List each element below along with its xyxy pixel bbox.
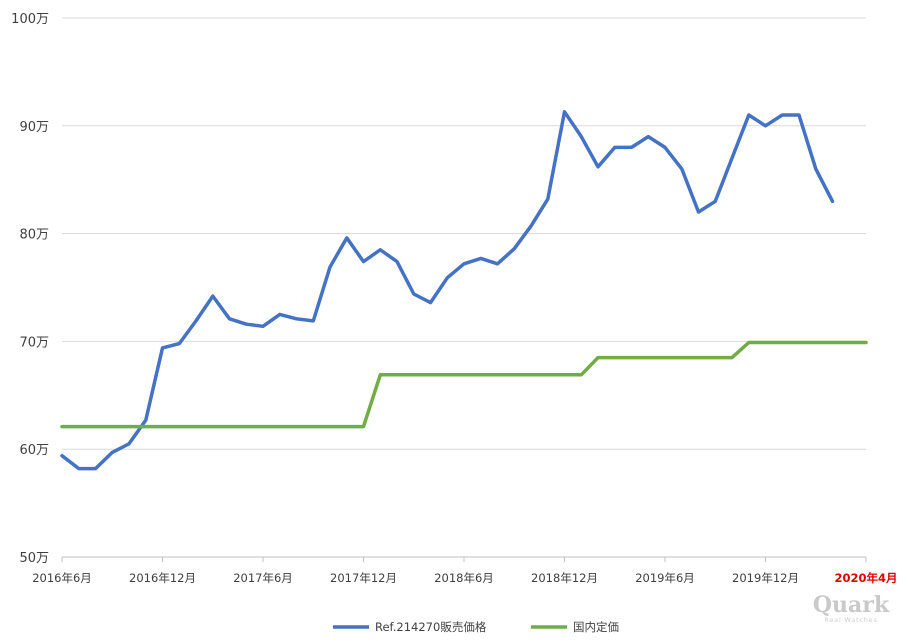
legend-label: Ref.214270販売価格: [375, 620, 487, 634]
watermark-title: Quark: [813, 592, 890, 618]
quark-watermark-logo: Quark Real Watches: [813, 592, 890, 624]
grid-lines: [62, 17, 866, 450]
x-tick-label: 2019年6月: [635, 571, 695, 585]
x-tick-labels: 2016年6月 2016年12月 2017年6月 2017年12月 2018年6月 201…: [32, 571, 897, 585]
x-tick-label: 2016年6月: [32, 571, 92, 585]
y-tick-label: 90万: [19, 120, 49, 135]
x-tick-label: 2017年12月: [330, 571, 397, 585]
series-line-retail-price: [60, 340, 868, 429]
series-lines: [60, 110, 868, 471]
legend-label: 国内定価: [573, 620, 619, 634]
x-axis: [61, 556, 867, 562]
y-tick-label: 50万: [19, 551, 49, 566]
y-tick-label: 60万: [19, 443, 49, 458]
x-tick-label: 2017年6月: [233, 571, 293, 585]
y-tick-label: 80万: [19, 228, 49, 243]
x-tick-label: 2016年12月: [129, 571, 196, 585]
y-tick-label: 70万: [19, 335, 49, 350]
x-tick-label: 2018年12月: [531, 571, 598, 585]
series-line-resale-price: [60, 110, 835, 471]
y-tick-labels: 50万 60万 70万 80万 90万 100万: [11, 12, 49, 566]
y-tick-label: 100万: [11, 12, 49, 27]
legend: Ref.214270販売価格 国内定価: [333, 620, 619, 634]
watermark-subtitle: Real Watches: [824, 616, 877, 624]
x-tick-label: 2019年12月: [732, 571, 799, 585]
x-tick-label: 2018年6月: [434, 571, 494, 585]
x-tick-label: 2020年4月: [834, 571, 897, 585]
